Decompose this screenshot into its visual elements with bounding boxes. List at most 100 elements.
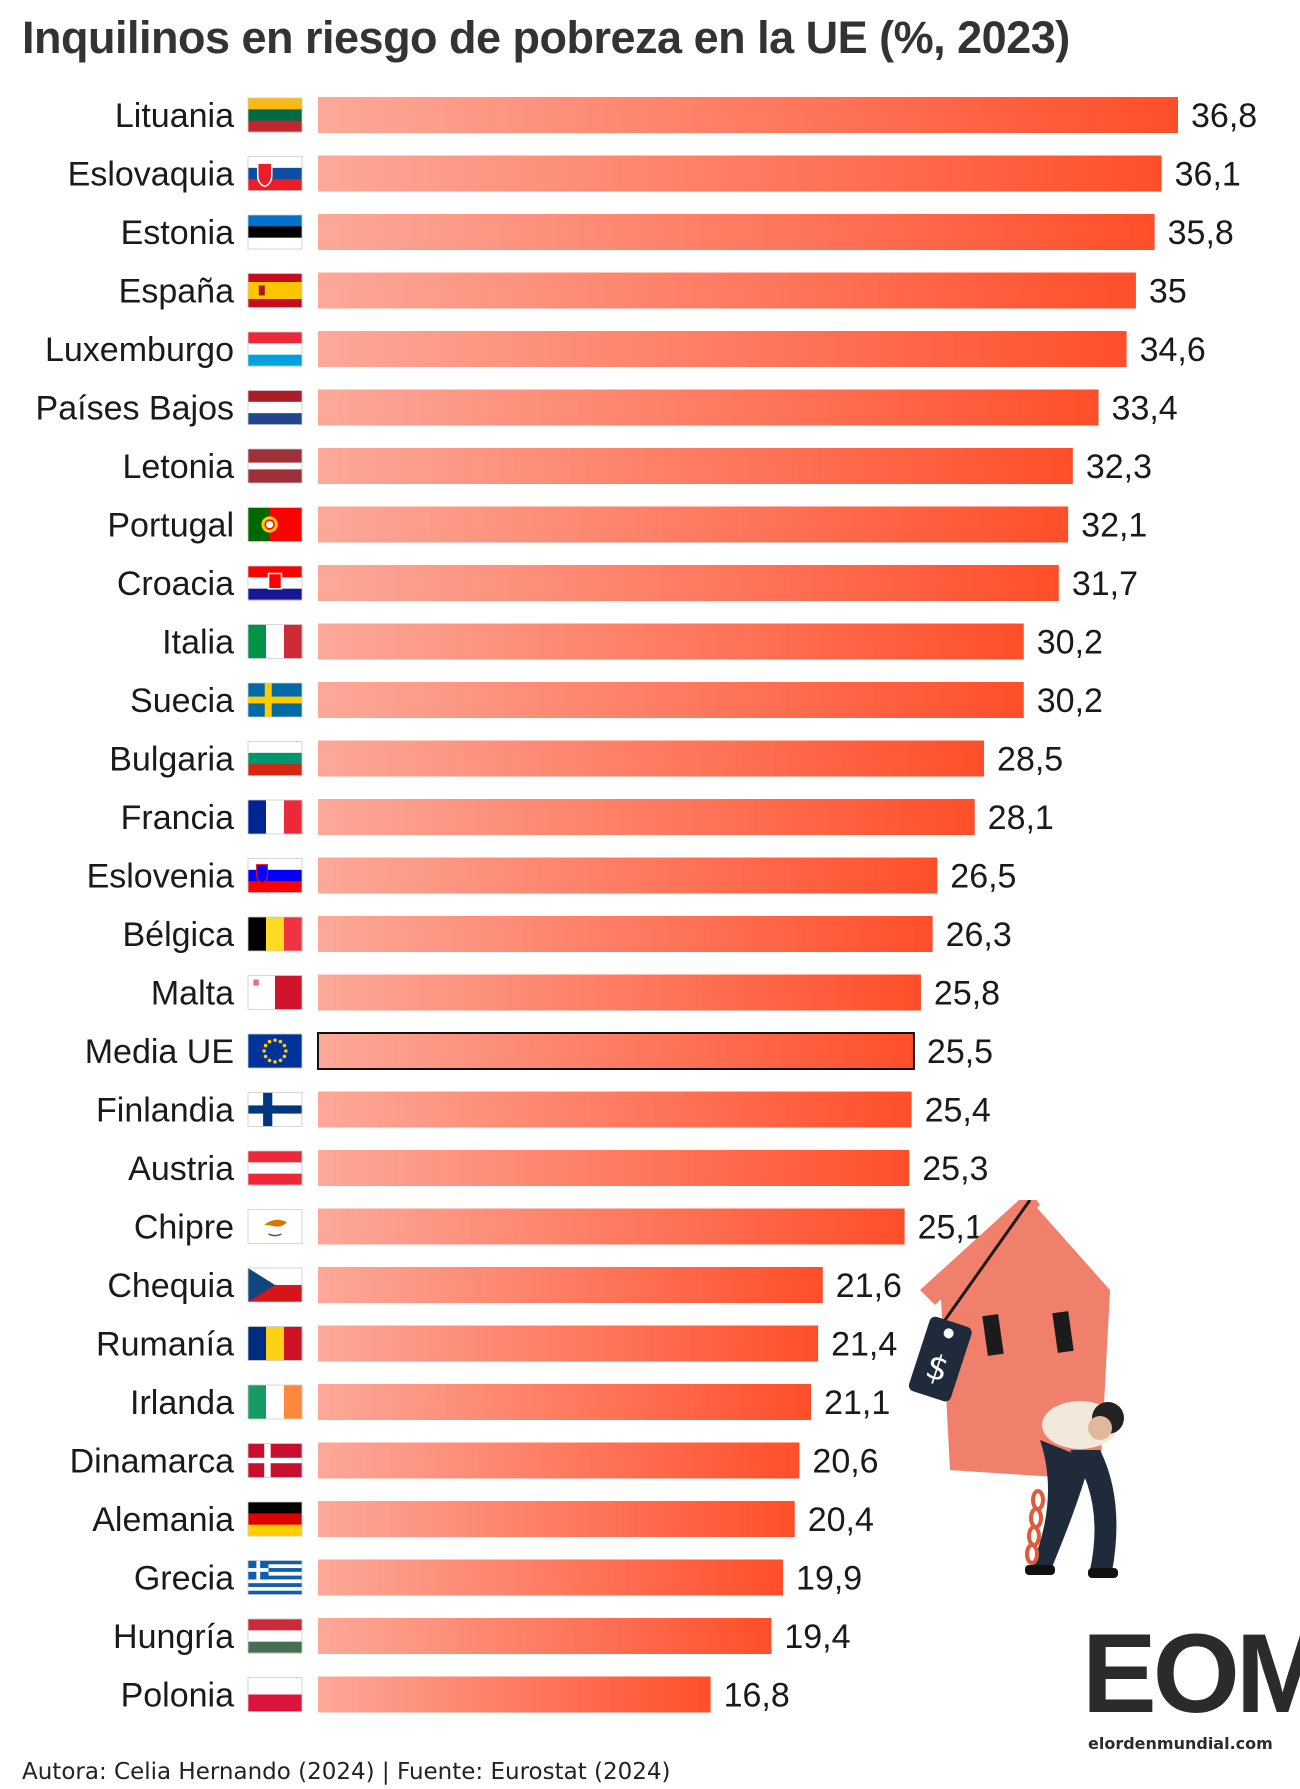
bar: [318, 1501, 795, 1537]
value-label: 35: [1149, 273, 1187, 311]
category-label: Eslovenia: [87, 858, 235, 896]
bar: [318, 1091, 912, 1128]
bar: [318, 389, 1099, 426]
value-label: 25,1: [918, 1209, 984, 1247]
category-label: Portugal: [107, 507, 234, 545]
flag-pl-icon: [247, 1677, 303, 1712]
value-label: 25,8: [934, 975, 1000, 1013]
value-label: 31,7: [1072, 565, 1138, 603]
category-label: Hungría: [113, 1618, 234, 1656]
value-label: 36,1: [1175, 156, 1241, 194]
bar: [318, 1384, 812, 1420]
flag-se-icon: [247, 682, 303, 718]
logo-url: elordenmundial.com: [1088, 1734, 1273, 1753]
value-label: 35,8: [1168, 214, 1234, 252]
bar: [318, 331, 1127, 367]
value-label: 19,4: [784, 1618, 850, 1656]
category-label: Suecia: [130, 682, 234, 720]
category-label: Luxemburgo: [45, 331, 234, 369]
category-label: Malta: [151, 975, 234, 1013]
flag-fr-icon: [247, 799, 303, 835]
flag-ee-icon: [247, 214, 303, 250]
category-label: Lituania: [115, 97, 234, 135]
value-label: 21,1: [824, 1384, 890, 1422]
category-label: Rumanía: [96, 1326, 234, 1364]
flag-be-icon: [247, 916, 303, 952]
category-label: Italia: [162, 624, 234, 662]
flag-pt-icon: [247, 507, 303, 542]
category-label: Polonia: [121, 1677, 235, 1715]
category-label: Croacia: [117, 565, 234, 603]
category-label: Letonia: [122, 448, 234, 486]
category-label: Dinamarca: [70, 1443, 234, 1481]
bar: [318, 97, 1178, 133]
value-label: 16,8: [724, 1677, 790, 1715]
category-label: Estonia: [121, 214, 234, 252]
flag-ro-icon: [247, 1326, 303, 1361]
category-label: Finlandia: [96, 1092, 234, 1130]
flag-de-icon: [247, 1501, 303, 1537]
value-label: 30,2: [1037, 624, 1103, 662]
value-label: 36,8: [1191, 97, 1257, 135]
bar: [318, 272, 1136, 309]
value-label: 25,3: [922, 1150, 988, 1188]
value-label: 25,5: [927, 1033, 993, 1071]
value-label: 28,5: [997, 741, 1063, 779]
flag-mt-icon: [247, 975, 303, 1010]
value-label: 26,5: [950, 858, 1016, 896]
bar: [318, 1325, 819, 1362]
bar: [318, 448, 1073, 484]
category-label: Países Bajos: [36, 390, 234, 428]
category-label: Alemania: [92, 1501, 234, 1539]
value-label: 33,4: [1112, 390, 1178, 428]
eom-logo: EOM elordenmundial.com: [1080, 1614, 1300, 1784]
flag-cz-icon: [247, 1267, 303, 1303]
value-label: 21,6: [836, 1267, 902, 1305]
category-label: Irlanda: [130, 1384, 234, 1422]
category-label: Grecia: [134, 1560, 234, 1598]
chart-title: Inquilinos en riesgo de pobreza en la UE…: [22, 12, 1070, 63]
flag-hu-icon: [247, 1618, 303, 1654]
bar: [318, 1150, 910, 1186]
bar: [318, 1618, 772, 1654]
source-footer: Autora: Celia Hernando (2024) | Fuente: …: [22, 1759, 671, 1785]
bar: [318, 740, 985, 777]
bar: [318, 214, 1155, 250]
bar: [318, 799, 975, 835]
bar: [318, 857, 938, 894]
flag-it-icon: [247, 624, 303, 659]
category-label: Francia: [121, 799, 234, 837]
category-label: Eslovaquia: [68, 156, 234, 194]
category-label: Media UE: [85, 1033, 234, 1071]
value-label: 28,1: [988, 799, 1054, 837]
bar: [318, 1559, 784, 1596]
flag-at-icon: [247, 1150, 303, 1186]
bar: [318, 974, 921, 1011]
value-label: 20,4: [808, 1501, 874, 1539]
bar-chart: Lituania 36,8 Eslovaquia 36,1 Estonia 35,8 Esp…: [36, 97, 1257, 1715]
flag-es-icon: [247, 273, 303, 308]
flag-dk-icon: [247, 1443, 303, 1478]
value-label: 26,3: [946, 916, 1012, 954]
value-label: 25,4: [925, 1092, 991, 1130]
flag-cy-icon: [247, 1209, 303, 1244]
bar: [318, 1442, 800, 1479]
bar: [318, 1208, 905, 1245]
flag-eu-icon: [247, 1033, 303, 1069]
category-label: Chipre: [134, 1209, 234, 1247]
category-label: Austria: [128, 1150, 234, 1188]
flag-hr-icon: [247, 565, 303, 601]
value-label: 32,3: [1086, 448, 1152, 486]
flag-lv-icon: [247, 448, 303, 484]
flag-nl-icon: [247, 390, 303, 425]
category-label: Bulgaria: [109, 741, 234, 779]
bar: [318, 506, 1069, 543]
value-label: 32,1: [1081, 507, 1147, 545]
flag-lu-icon: [247, 331, 303, 367]
flag-fi-icon: [247, 1092, 303, 1127]
flag-ie-icon: [247, 1384, 303, 1420]
value-label: 30,2: [1037, 682, 1103, 720]
bar: [318, 1267, 823, 1303]
bar: [318, 916, 933, 952]
bar: [318, 682, 1024, 718]
